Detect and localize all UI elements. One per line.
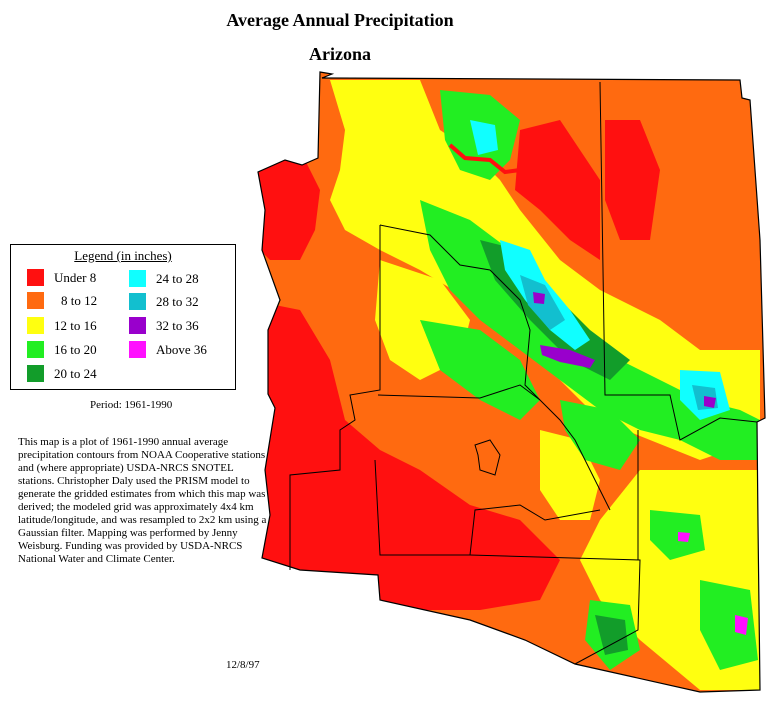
legend-item-under-8: Under 8 [27, 269, 96, 286]
legend-title: Legend (in inches) [74, 248, 172, 263]
legend-swatch [27, 269, 44, 286]
legend-swatch [129, 270, 146, 287]
map-region-16to20-se-1 [560, 400, 640, 470]
legend-item-32-to-36: 32 to 36 [129, 317, 199, 334]
legend-swatch [129, 317, 146, 334]
map-description: This map is a plot of 1961-1990 annual a… [18, 436, 267, 565]
legend-swatch [129, 341, 146, 358]
map-region-16to20-central-mts [420, 320, 540, 420]
legend-swatch [27, 341, 44, 358]
legend-label: 32 to 36 [156, 317, 199, 333]
legend-item-24-to-28: 24 to 28 [129, 270, 199, 287]
map-region-above36-se [735, 615, 748, 635]
map-region-12to16-north [330, 80, 760, 460]
map-region-under8-northwest [258, 150, 320, 260]
map-title: Average Annual Precipitation [226, 10, 454, 30]
map-region-under8-west [258, 300, 560, 610]
map-region-16to20-se-4 [650, 510, 705, 560]
legend-item-8-to-12: 8 to 12 [27, 292, 97, 309]
map-region-20to24-se [595, 615, 628, 655]
legend-label: 20 to 24 [54, 365, 97, 381]
legend-item-12-to-16: 12 to 16 [27, 317, 97, 334]
legend-swatch [129, 293, 146, 310]
map-region-under8-northeast-corner [605, 120, 660, 240]
legend-label: 28 to 32 [156, 293, 199, 309]
map-subtitle: Arizona [309, 44, 371, 64]
grand-canyon-river [448, 143, 521, 175]
legend-label: 12 to 16 [54, 317, 97, 333]
legend-item-16-to-20: 16 to 20 [27, 341, 97, 358]
legend-label: Under 8 [54, 269, 97, 285]
legend-label: Above 36 [156, 341, 207, 357]
map-region-32to36-peaks [533, 292, 545, 304]
legend-swatch [27, 292, 44, 309]
map-date: 12/8/97 [226, 659, 260, 671]
legend-item-above-36: Above 36 [129, 341, 207, 358]
county-lines [289, 81, 758, 665]
map-region-32to36-rim [540, 345, 595, 368]
legend-label: 8 to 12 [61, 292, 98, 308]
map-region-under8-northeast-valley [515, 120, 600, 260]
legend: Legend (in inches) Under 8 8 to 12 12 to… [10, 244, 236, 390]
map-region-24to28-kaibab [470, 120, 498, 155]
legend-item-20-to-24: 20 to 24 [27, 365, 97, 382]
map-region-32to36-whitemts [704, 396, 716, 408]
legend-label: 24 to 28 [156, 270, 199, 286]
legend-item-28-to-32: 28 to 32 [129, 293, 199, 310]
legend-label: 16 to 20 [54, 341, 97, 357]
map-region-above36-se-2 [678, 532, 690, 542]
legend-swatch [27, 317, 44, 334]
period-label: Period: 1961-1990 [90, 399, 173, 411]
map-region-16to20-se-3 [700, 580, 758, 670]
legend-swatch [27, 365, 44, 382]
